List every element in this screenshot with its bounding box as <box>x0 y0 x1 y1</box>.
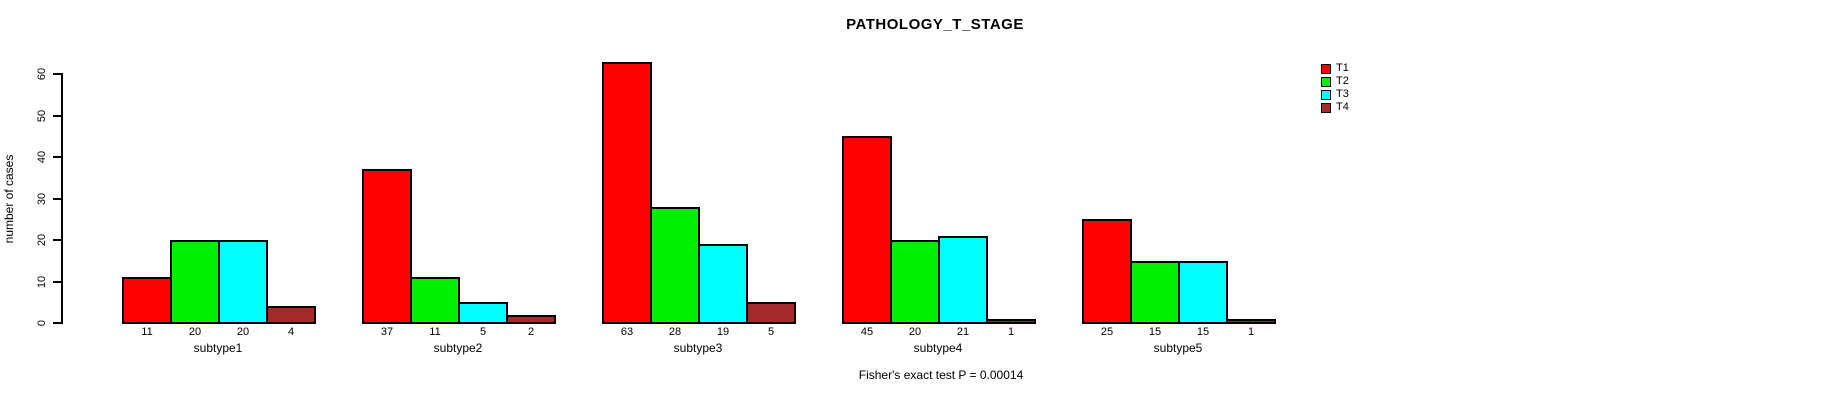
bar-T3-subtype2 <box>458 302 508 324</box>
bar-T4-subtype2 <box>506 315 556 324</box>
legend-item-T1: T1 <box>1321 62 1349 75</box>
bar-value-label-T3-subtype1: 20 <box>236 326 250 338</box>
bar-value-label-T4-subtype2: 2 <box>527 326 535 338</box>
chart-title: PATHOLOGY_T_STAGE <box>846 16 1024 33</box>
bar-T3-subtype3 <box>698 244 748 324</box>
bar-value-label-T3-subtype2: 5 <box>479 326 487 338</box>
bar-value-label-T1-subtype4: 45 <box>860 326 874 338</box>
category-label-subtype5: subtype5 <box>1153 341 1203 355</box>
category-label-subtype1: subtype1 <box>193 341 243 355</box>
y-axis-line <box>61 73 63 324</box>
y-axis-tick <box>53 156 61 158</box>
bar-value-label-T4-subtype3: 5 <box>767 326 775 338</box>
bar-value-label-T3-subtype5: 15 <box>1196 326 1210 338</box>
bar-value-label-T1-subtype5: 25 <box>1100 326 1114 338</box>
y-axis-tick-label: 10 <box>36 275 48 288</box>
legend-label-T4: T4 <box>1336 101 1349 113</box>
bar-value-label-T2-subtype5: 15 <box>1148 326 1162 338</box>
bar-value-label-T1-subtype3: 63 <box>620 326 634 338</box>
bar-value-label-T1-subtype2: 37 <box>380 326 394 338</box>
bar-T1-subtype4 <box>842 136 892 324</box>
bar-value-label-T4-subtype1: 4 <box>287 326 295 338</box>
legend-swatch-T4 <box>1321 102 1331 113</box>
bar-value-label-T3-subtype4: 21 <box>956 326 970 338</box>
y-axis-tick-label: 40 <box>36 150 48 164</box>
y-axis-tick-label: 30 <box>36 192 48 205</box>
bar-T3-subtype1 <box>218 240 268 324</box>
bar-value-label-T4-subtype5: 1 <box>1247 326 1255 338</box>
bar-value-label-T1-subtype1: 11 <box>141 326 153 338</box>
category-label-subtype4: subtype4 <box>913 341 963 355</box>
legend-swatch-T1 <box>1321 63 1331 74</box>
y-axis-label: number of cases <box>2 154 16 244</box>
bar-T1-subtype3 <box>602 62 652 324</box>
legend: T1 T2 T3 T4 <box>1321 62 1349 114</box>
y-axis-tick <box>53 197 61 200</box>
bar-T2-subtype4 <box>890 240 940 324</box>
legend-swatch-T3 <box>1321 89 1331 100</box>
bar-T4-subtype3 <box>746 302 796 324</box>
y-axis-tick <box>53 239 61 241</box>
y-axis-tick <box>53 322 61 324</box>
y-axis-tick <box>53 280 61 283</box>
legend-label-T2: T2 <box>1336 75 1349 87</box>
bar-value-label-T2-subtype4: 20 <box>908 326 922 338</box>
bar-T1-subtype2 <box>362 169 412 324</box>
bar-value-label-T2-subtype3: 28 <box>668 326 682 338</box>
bar-T3-subtype4 <box>938 236 988 324</box>
bar-T1-subtype5 <box>1082 219 1132 324</box>
bar-T2-subtype5 <box>1130 261 1180 324</box>
bar-T1-subtype1 <box>122 277 172 324</box>
bar-value-label-T3-subtype3: 19 <box>716 326 730 338</box>
bar-T2-subtype3 <box>650 207 700 324</box>
bar-value-label-T2-subtype1: 20 <box>188 326 202 338</box>
y-axis-tick-label: 60 <box>36 67 48 81</box>
bar-T4-subtype1 <box>266 306 316 324</box>
legend-label-T3: T3 <box>1336 88 1349 100</box>
legend-label-T1: T1 <box>1336 62 1349 74</box>
annotation-fishers-test: Fisher's exact test P = 0.00014 <box>858 368 1024 382</box>
y-axis-tick <box>53 73 61 75</box>
bar-T4-subtype4 <box>986 319 1036 324</box>
category-label-subtype2: subtype2 <box>433 341 483 355</box>
y-axis-tick-label: 20 <box>36 233 48 247</box>
y-axis-tick <box>53 114 61 117</box>
legend-item-T3: T3 <box>1321 88 1349 101</box>
legend-item-T4: T4 <box>1321 101 1349 114</box>
bar-value-label-T2-subtype2: 11 <box>429 326 441 338</box>
legend-swatch-T2 <box>1321 76 1331 87</box>
bar-value-label-T4-subtype4: 1 <box>1007 326 1015 338</box>
y-axis-tick-label: 0 <box>36 319 48 327</box>
legend-item-T2: T2 <box>1321 75 1349 88</box>
bar-T2-subtype2 <box>410 277 460 324</box>
bar-T4-subtype5 <box>1226 319 1276 324</box>
y-axis-tick-label: 50 <box>36 109 48 122</box>
bar-T3-subtype5 <box>1178 261 1228 324</box>
bar-T2-subtype1 <box>170 240 220 324</box>
category-label-subtype3: subtype3 <box>673 341 723 355</box>
